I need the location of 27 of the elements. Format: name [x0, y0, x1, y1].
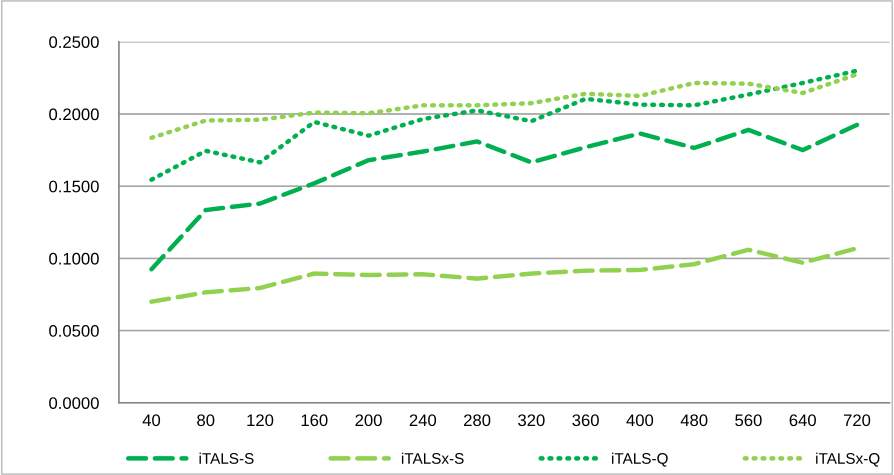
x-tick-label: 120	[247, 414, 274, 426]
legend-label: iTALSx-S	[402, 452, 464, 464]
y-tick-label: 0.1000	[49, 252, 99, 265]
x-tick-label: 240	[410, 414, 436, 426]
legend-label: iTALS-Q	[612, 452, 668, 467]
x-tick-label: 320	[518, 414, 545, 426]
x-tick-label: 160	[302, 414, 328, 426]
x-tick-label: 720	[844, 414, 870, 426]
y-tick-label: 0.0500	[49, 325, 99, 337]
x-tick-label: 480	[680, 414, 708, 426]
x-tick-label: 40	[142, 414, 160, 426]
y-tick-label: 0.2000	[49, 108, 99, 120]
x-tick-label: 200	[355, 414, 382, 426]
x-tick-label: 280	[464, 414, 490, 426]
y-tick-label: 0.0000	[49, 397, 99, 410]
y-tick-label: 0.2500	[49, 36, 99, 48]
x-tick-label: 360	[572, 414, 599, 426]
x-tick-label: 560	[735, 414, 762, 426]
x-tick-label: 640	[790, 414, 816, 426]
x-tick-label: 80	[197, 414, 214, 426]
legend-label: iTALS-S	[200, 452, 254, 464]
line-series	[149, 68, 860, 182]
line-series	[149, 122, 860, 272]
line-series	[149, 72, 860, 140]
y-tick-label: 0.1500	[49, 180, 99, 192]
x-tick-label: 400	[626, 414, 654, 426]
legend-label: iTALSx-Q	[816, 452, 880, 467]
